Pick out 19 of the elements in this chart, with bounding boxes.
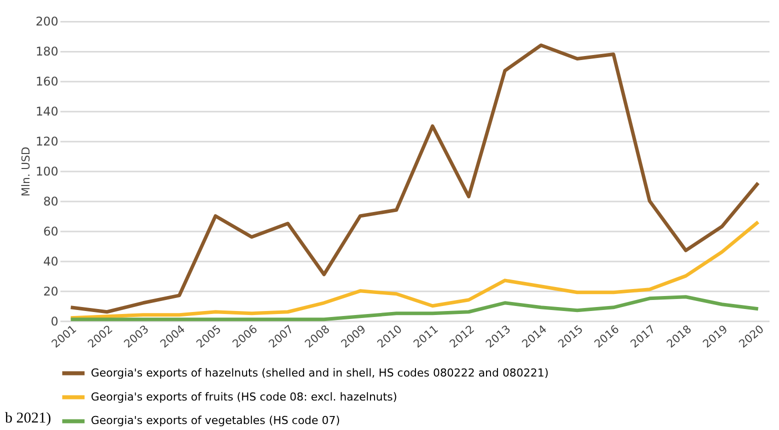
line-series	[69, 220, 760, 320]
line-series	[69, 295, 760, 322]
y-axis-title: Mln. USD	[20, 146, 33, 196]
y-tick-label: 20	[43, 284, 58, 298]
line-series	[69, 43, 760, 314]
y-tick-label: 140	[36, 104, 58, 119]
legend-label: Georgia's exports of fruits (HS code 08: excl. hazelnuts)	[90, 390, 398, 404]
text: b 2021)	[4, 410, 52, 427]
y-tick-label: 160	[36, 74, 58, 89]
legend-label: Georgia's exports of vegetables (HS code 07)	[90, 414, 340, 428]
legend-label: Georgia's exports of hazelnuts (shelled and in shell, HS codes 080222 and 080221)	[90, 366, 549, 380]
y-tick-label: 60	[43, 224, 58, 238]
y-tick-label: 100	[36, 164, 58, 179]
y-tick-label: 120	[36, 134, 58, 149]
y-tick-label: 80	[43, 194, 58, 209]
y-tick-label: 180	[36, 44, 58, 59]
y-tick-label: 40	[43, 254, 58, 268]
y-tick-label: 200	[36, 14, 58, 29]
y-tick-label: 0	[50, 314, 58, 328]
